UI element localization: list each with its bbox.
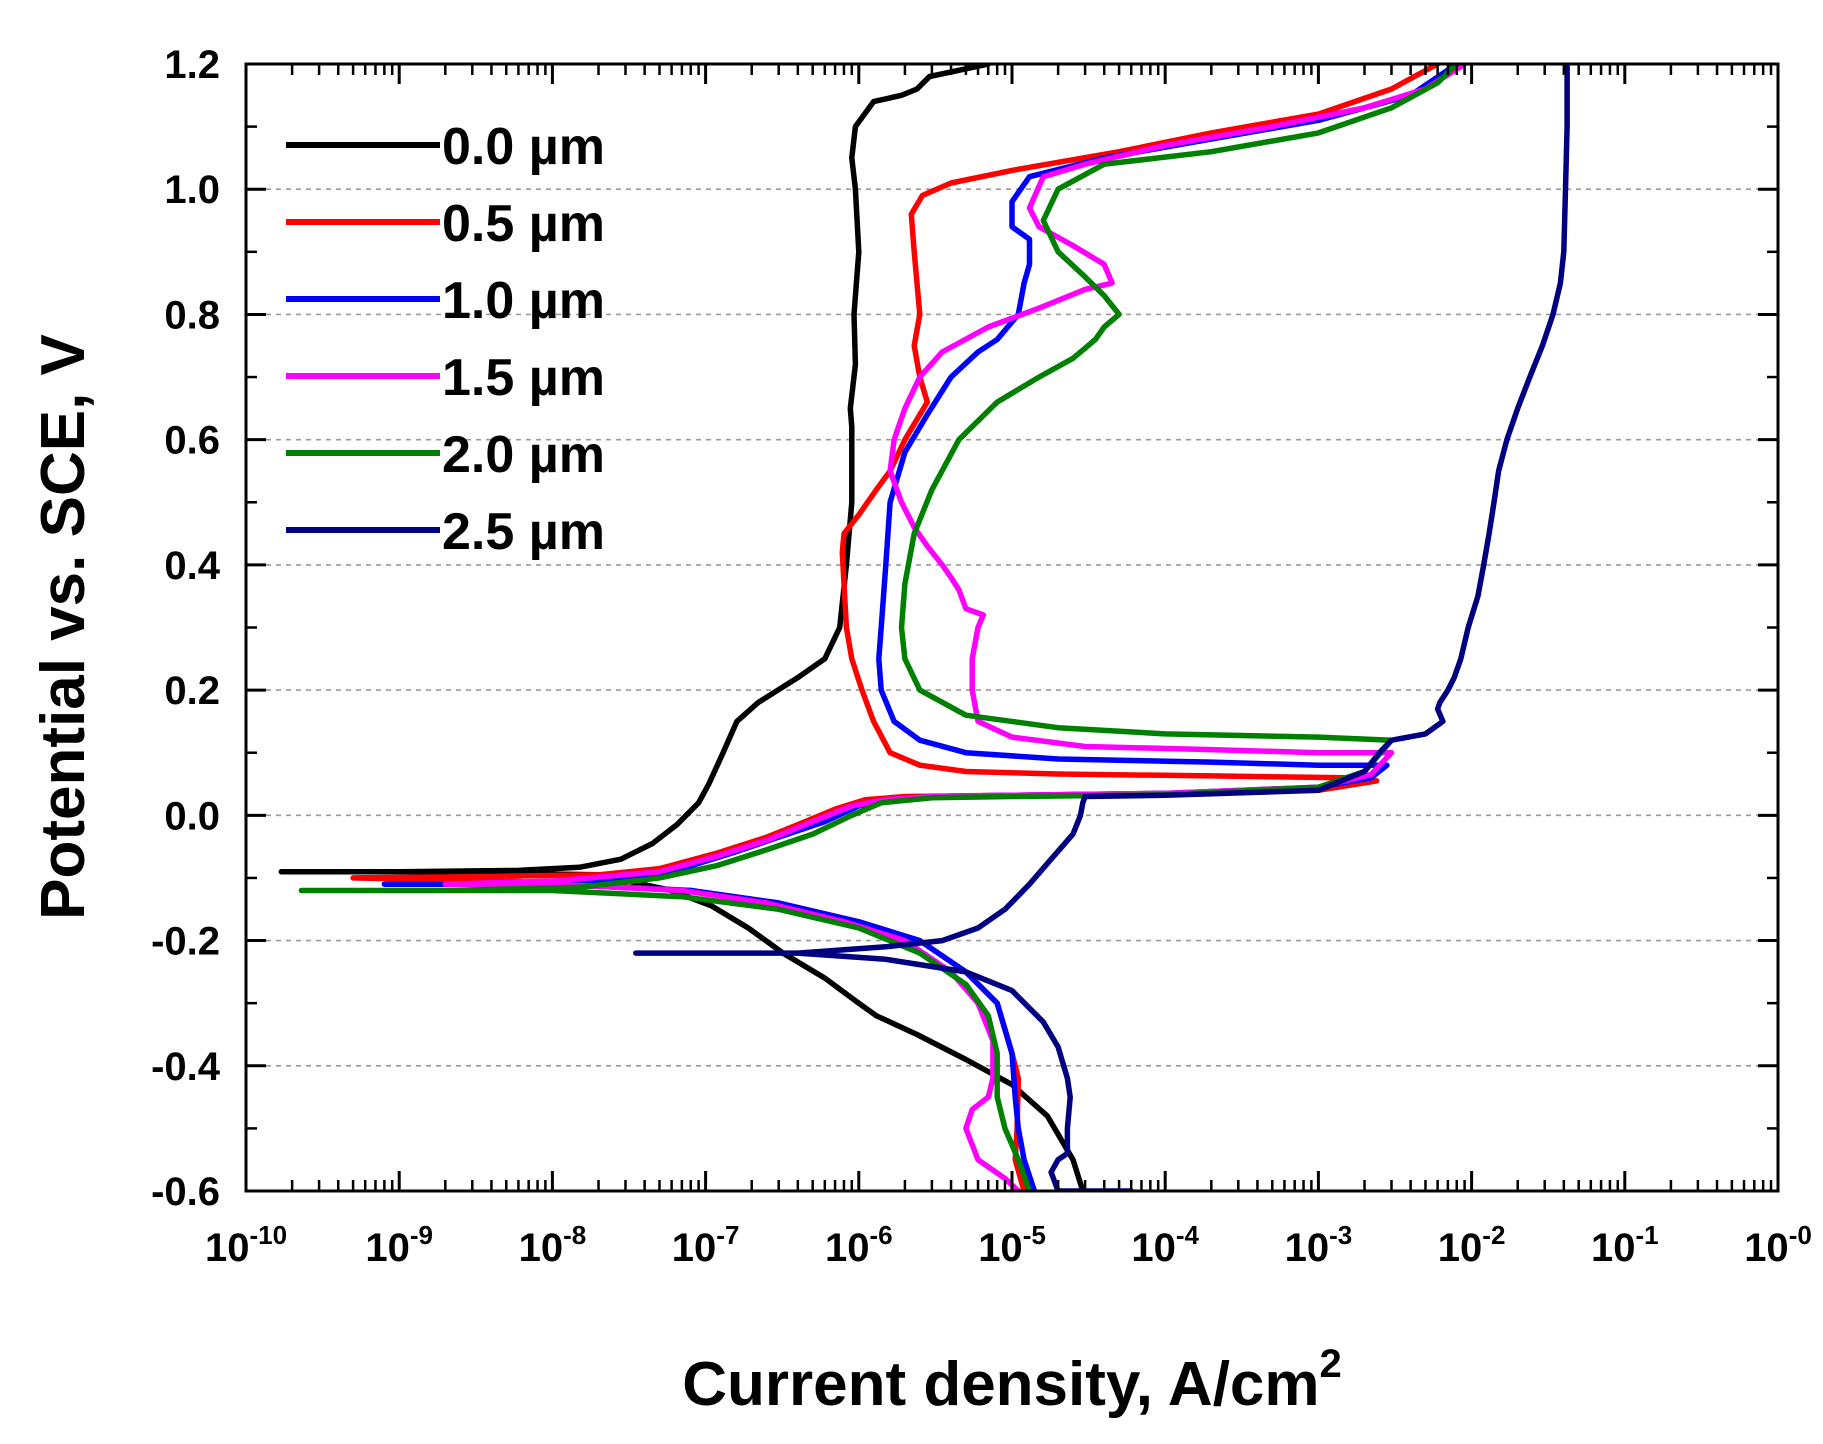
legend-label-0: 0.0 µm — [442, 118, 605, 176]
legend-label-1: 0.5 µm — [442, 195, 605, 253]
x-tick-exponent: -0 — [1789, 1220, 1812, 1250]
x-axis-title-superscript: 2 — [1320, 1342, 1342, 1386]
x-tick-label-9: 10-1 — [1591, 1220, 1659, 1270]
x-tick-base: 10 — [519, 1226, 564, 1270]
legend-label-3: 1.5 µm — [442, 349, 605, 407]
y-tick-label-9: -0.6 — [151, 1170, 220, 1214]
series-line-2 — [381, 64, 1460, 1191]
x-tick-base: 10 — [1438, 1226, 1483, 1270]
y-tick-label-2: 0.8 — [164, 293, 220, 337]
x-tick-labels: 10-10 10-9 10-8 10-7 10-6 10-5 10-4 10-3 10-2 10-… — [205, 1220, 1812, 1270]
x-tick-base: 10 — [1591, 1226, 1636, 1270]
x-tick-exponent: -1 — [1635, 1220, 1658, 1250]
x-tick-label-10: 10-0 — [1744, 1220, 1812, 1270]
y-axis-title: Potential vs. SCE, V — [29, 334, 98, 920]
y-tick-label-6: 0.0 — [164, 794, 220, 838]
x-tick-label-5: 10-5 — [978, 1220, 1046, 1270]
x-tick-label-3: 10-7 — [672, 1220, 740, 1270]
x-tick-label-8: 10-2 — [1438, 1220, 1506, 1270]
series-line-0 — [278, 64, 1086, 1191]
x-tick-label-7: 10-3 — [1285, 1220, 1353, 1270]
y-tick-label-0: 1.2 — [164, 43, 220, 87]
x-tick-label-2: 10-8 — [519, 1220, 587, 1270]
x-tick-base: 10 — [365, 1226, 410, 1270]
x-tick-label-6: 10-4 — [1131, 1220, 1199, 1270]
y-tick-label-7: -0.2 — [151, 920, 220, 964]
y-tick-label-4: 0.4 — [164, 544, 220, 588]
x-axis-title-text: Current density, A/cm — [682, 1350, 1319, 1419]
axis-ticks — [244, 62, 1780, 1193]
x-tick-base: 10 — [1744, 1226, 1789, 1270]
x-tick-exponent: -3 — [1329, 1220, 1352, 1250]
y-tick-labels: 1.2 1.0 0.8 0.6 0.4 0.2 0.0 -0.2 -0.4 -0.6 — [151, 43, 221, 1214]
legend: 0.0 µm 0.5 µm 1.0 µm 1.5 µm 2.0 µm 2.5 µm — [286, 118, 605, 561]
x-tick-base: 10 — [825, 1226, 870, 1270]
legend-label-4: 2.0 µm — [442, 426, 605, 484]
x-tick-exponent: -2 — [1482, 1220, 1505, 1250]
x-tick-label-0: 10-10 — [205, 1220, 287, 1270]
y-tick-label-8: -0.4 — [151, 1045, 221, 1089]
x-tick-exponent: -6 — [869, 1220, 892, 1250]
x-tick-exponent: -8 — [563, 1220, 586, 1250]
legend-label-2: 1.0 µm — [442, 272, 605, 330]
x-tick-exponent: -7 — [716, 1220, 739, 1250]
x-tick-base: 10 — [672, 1226, 717, 1270]
y-tick-label-3: 0.6 — [164, 419, 220, 463]
x-tick-base: 10 — [1131, 1226, 1176, 1270]
series-line-5 — [633, 64, 1570, 1191]
x-tick-base: 10 — [978, 1226, 1023, 1270]
x-tick-base: 10 — [1285, 1226, 1330, 1270]
y-tick-label-5: 0.2 — [164, 669, 220, 713]
x-axis-title: Current density, A/cm2 — [682, 1342, 1342, 1419]
y-tick-label-1: 1.0 — [164, 168, 220, 212]
legend-label-5: 2.5 µm — [442, 503, 605, 561]
x-tick-exponent: -5 — [1023, 1220, 1046, 1250]
series-group — [278, 64, 1570, 1191]
series-line-4 — [298, 64, 1460, 1191]
x-tick-exponent: -9 — [410, 1220, 433, 1250]
x-tick-label-1: 10-9 — [365, 1220, 433, 1270]
x-tick-base: 10 — [205, 1226, 250, 1270]
x-tick-exponent: -10 — [249, 1220, 287, 1250]
x-tick-exponent: -4 — [1176, 1220, 1200, 1250]
x-tick-label-4: 10-6 — [825, 1220, 893, 1270]
